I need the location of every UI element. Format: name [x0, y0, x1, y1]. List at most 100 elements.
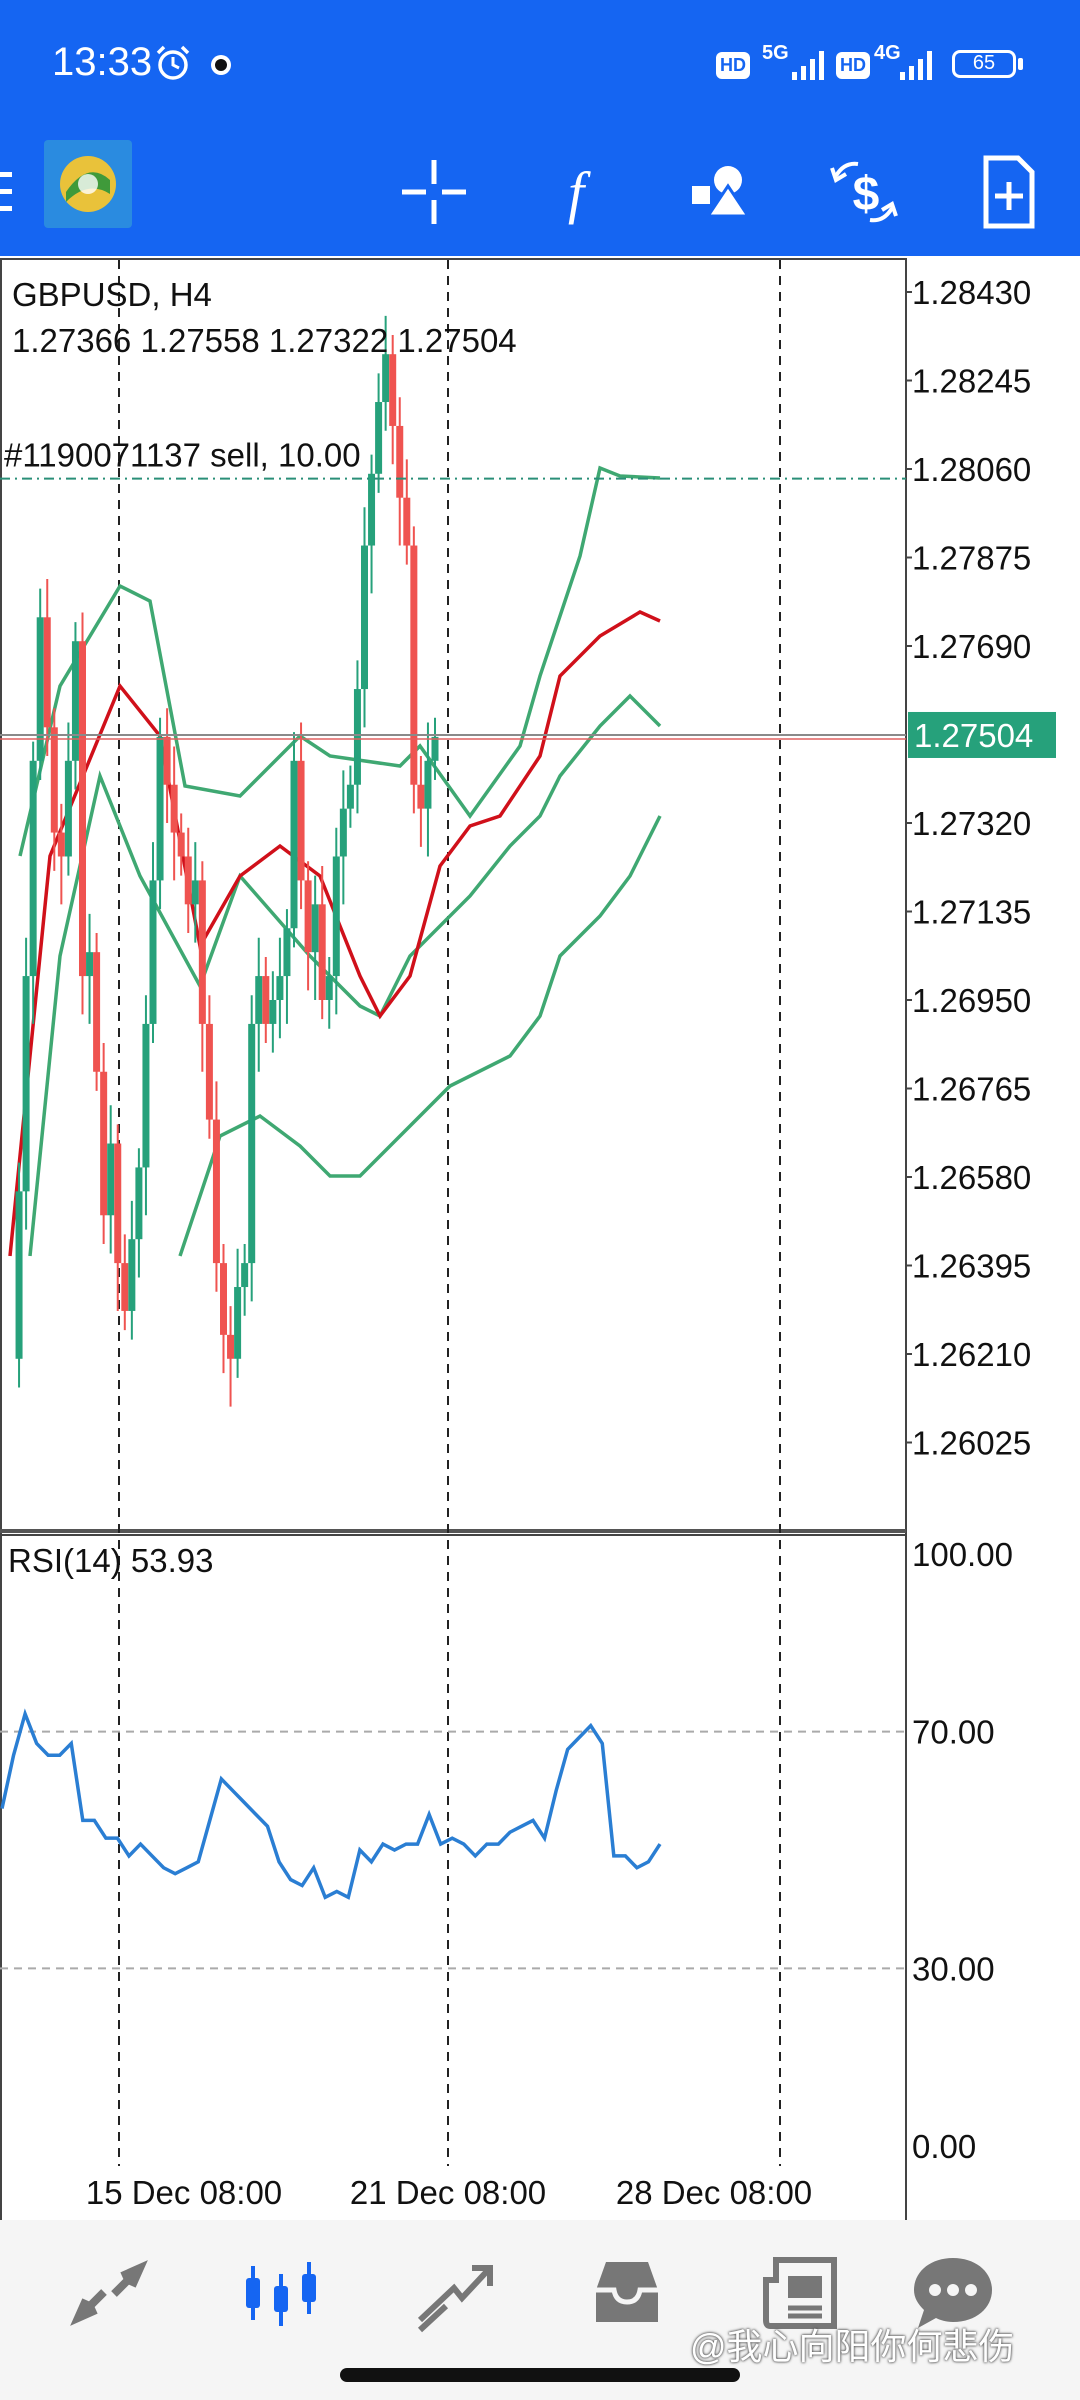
messages-icon[interactable]	[908, 2248, 998, 2338]
price-tick-label: 1.27320	[912, 805, 1031, 842]
objects-icon[interactable]	[680, 150, 764, 234]
candle-body	[15, 1191, 23, 1359]
candle-body	[403, 497, 411, 546]
candle-body	[43, 617, 51, 728]
battery-icon: 65	[952, 50, 1016, 78]
candle-body	[297, 760, 305, 881]
rsi-line	[0, 1708, 662, 1900]
trade-icon[interactable]	[410, 2248, 500, 2338]
candle-body	[248, 1023, 256, 1264]
candle-body	[234, 1287, 242, 1359]
candle-body	[311, 904, 319, 953]
battery-tip	[1018, 58, 1023, 70]
price-tick-label: 1.28430	[912, 274, 1031, 311]
candle-body	[156, 736, 164, 881]
crosshair-icon[interactable]	[392, 150, 476, 234]
candle-body	[325, 976, 333, 1000]
chart-icon[interactable]	[236, 2248, 326, 2338]
candle-body	[220, 1263, 227, 1335]
candle-body	[121, 1263, 129, 1311]
home-indicator[interactable]	[340, 2368, 740, 2382]
candle-body	[107, 1143, 115, 1216]
top-toolbar: f $	[0, 130, 1080, 256]
candle-body	[382, 354, 390, 403]
price-tick-label: 1.26580	[912, 1159, 1031, 1196]
candle-body	[205, 1023, 213, 1120]
candle-body	[29, 760, 37, 977]
news-icon[interactable]	[756, 2248, 846, 2338]
candle-body	[241, 1263, 249, 1288]
history-icon[interactable]	[582, 2248, 672, 2338]
candle-body	[93, 952, 101, 1072]
bottom-navigation	[0, 2220, 1080, 2400]
candle-body	[389, 354, 397, 426]
order-line-label: #1190071137 sell, 10.00	[4, 437, 361, 474]
candle-body	[332, 856, 340, 977]
svg-text:f: f	[568, 160, 591, 225]
chart-area[interactable]: 1.28430 1.28245 1.28060 1.27875 1.27690 1.273…	[0, 256, 1080, 2400]
clock: 13:33	[52, 40, 153, 84]
candle-body	[198, 880, 206, 1024]
chart-canvas[interactable]: 1.28430 1.28245 1.28060 1.27875 1.27690 1.273…	[0, 256, 1080, 2400]
candle-body	[212, 1119, 220, 1264]
price-tick-label: 1.26950	[912, 982, 1031, 1019]
network-5g-label: 5G	[762, 42, 789, 64]
candle-body	[135, 1167, 143, 1240]
price-tick-label: 1.27690	[912, 628, 1031, 665]
price-tick-label: 1.28245	[912, 363, 1031, 400]
metatrader-logo-icon[interactable]	[44, 140, 132, 228]
candle-body	[128, 1239, 136, 1311]
signal-icon	[792, 51, 824, 80]
battery-level: 65	[972, 52, 996, 74]
candle-body	[396, 425, 404, 498]
candle-body	[417, 784, 425, 809]
candle-body	[227, 1334, 235, 1359]
candle-body	[79, 641, 86, 977]
candle-body	[114, 1143, 122, 1264]
ohlc-values: 1.27366 1.27558 1.27322 1.27504	[12, 322, 517, 359]
candle-body	[346, 784, 354, 809]
candle-body	[424, 760, 432, 809]
price-tick-label: 1.27875	[912, 540, 1031, 577]
quotes-icon[interactable]	[64, 2248, 154, 2338]
candle-body	[50, 727, 58, 833]
candle-body	[149, 880, 157, 1024]
candle-body	[269, 1000, 277, 1024]
candle-body	[361, 545, 368, 690]
candle-body	[36, 617, 44, 761]
price-tick-label: 1.26210	[912, 1336, 1031, 1373]
signal-icon	[900, 51, 932, 80]
candle-body	[262, 976, 270, 1024]
candle-body	[318, 904, 326, 1000]
candle-body	[22, 976, 30, 1192]
candle-body	[255, 976, 263, 1024]
new-order-icon[interactable]	[966, 150, 1050, 234]
menu-icon[interactable]	[0, 164, 32, 220]
candle-body	[142, 1023, 150, 1168]
candle-body	[177, 832, 185, 857]
candle-body	[170, 784, 178, 833]
candle-body	[353, 689, 361, 785]
candle-body	[339, 808, 347, 857]
current-price-tag	[908, 711, 1056, 758]
price-tick-label: 1.26395	[912, 1248, 1031, 1285]
alarm-clock-icon	[156, 45, 190, 80]
candle-body	[375, 402, 383, 474]
date-label: 28 Dec 08:00	[616, 2174, 812, 2211]
rsi-level-label: 100.00	[912, 1536, 1013, 1573]
indicators-function-icon[interactable]: f	[534, 150, 618, 234]
rsi-level-label: 0.00	[912, 2128, 976, 2165]
rsi-frame	[0, 1534, 907, 2400]
trade-dollar-icon[interactable]: $	[822, 150, 906, 234]
candle-body	[431, 736, 439, 761]
bollinger-lower	[178, 815, 662, 1257]
bollinger-upper	[18, 465, 661, 857]
hd-badge: HD	[836, 52, 870, 79]
price-tick-label: 1.26025	[912, 1425, 1031, 1462]
candle-body	[290, 760, 298, 929]
rsi-label: RSI(14) 53.93	[8, 1542, 213, 1579]
candle-body	[64, 760, 72, 857]
candle-body	[71, 641, 79, 761]
candle-body	[276, 976, 284, 1000]
candle-body	[410, 545, 418, 785]
